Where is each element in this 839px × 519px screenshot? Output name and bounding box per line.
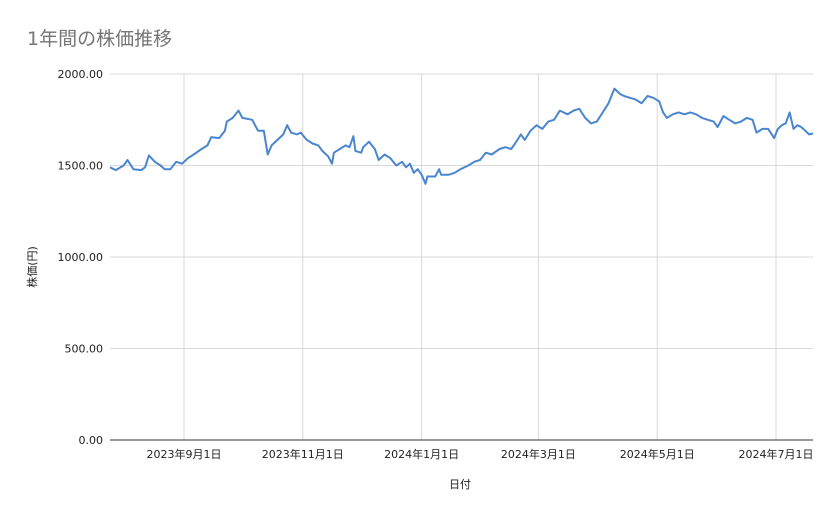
x-tick-label: 2024年7月1日 (739, 447, 814, 461)
x-tick-label: 2024年1月1日 (384, 447, 459, 461)
y-tick-label: 500.00 (65, 343, 104, 356)
x-tick-label: 2024年3月1日 (501, 447, 576, 461)
y-tick-label: 2000.00 (58, 68, 104, 81)
y-tick-label: 1000.00 (58, 251, 104, 264)
x-tick-label: 2024年5月1日 (620, 447, 695, 461)
series-line (109, 87, 814, 185)
y-tick-label: 0.00 (79, 434, 104, 447)
y-axis-ticks: 0.00 500.00 1000.00 1500.00 2000.00 (58, 68, 104, 447)
x-tick-label: 2023年9月1日 (147, 447, 222, 461)
x-tick-label: 2023年11月1日 (262, 447, 344, 461)
y-tick-label: 1500.00 (58, 160, 104, 173)
x-axis-title: 日付 (449, 478, 471, 491)
y-axis-title: 株価(円) (25, 246, 39, 288)
x-axis-ticks: 2023年9月1日 2023年11月1日 2024年1月1日 2024年3月1日 202… (147, 447, 814, 461)
grid-lines (110, 73, 813, 441)
chart-title: 1年間の株価推移 (27, 28, 173, 50)
